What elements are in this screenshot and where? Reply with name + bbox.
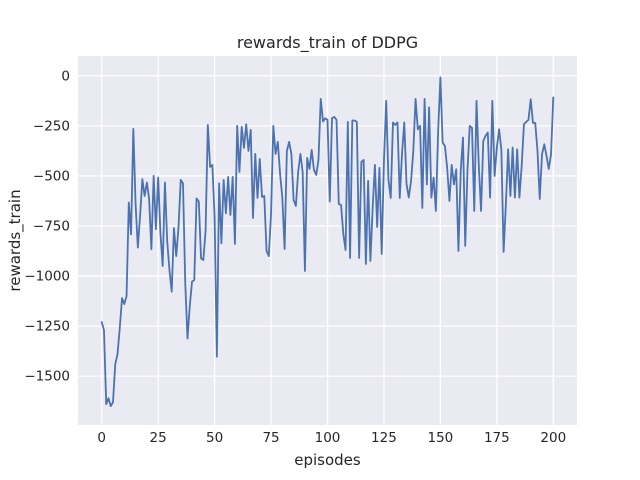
chart-title: rewards_train of DDPG bbox=[237, 33, 418, 53]
x-tick-label: 0 bbox=[97, 430, 106, 446]
y-tick-labels: 0 −250 −500 −750 −1000 −1250 −1500 bbox=[24, 68, 70, 384]
x-tick-label: 100 bbox=[315, 430, 341, 446]
x-tick-label: 50 bbox=[206, 430, 223, 446]
x-tick-label: 150 bbox=[428, 430, 454, 446]
x-tick-label: 25 bbox=[150, 430, 167, 446]
x-tick-label: 175 bbox=[484, 430, 510, 446]
y-tick-label: −750 bbox=[33, 218, 70, 234]
y-tick-label: −500 bbox=[33, 168, 70, 184]
x-axis-label: episodes bbox=[294, 451, 361, 469]
y-axis-label: rewards_train bbox=[6, 189, 25, 291]
series-lines bbox=[100, 76, 555, 408]
x-tick-label: 75 bbox=[262, 430, 279, 446]
x-tick-label: 125 bbox=[371, 430, 397, 446]
y-tick-label: −1000 bbox=[24, 269, 70, 285]
y-tick-label: 0 bbox=[61, 68, 70, 84]
y-tick-label: −1250 bbox=[24, 319, 70, 335]
reward-line bbox=[100, 76, 555, 408]
y-tick-label: −250 bbox=[33, 118, 70, 134]
x-tick-label: 200 bbox=[540, 430, 566, 446]
x-tick-labels: 0 25 50 75 100 125 150 175 200 bbox=[97, 430, 566, 446]
y-tick-label: −1500 bbox=[24, 369, 70, 385]
